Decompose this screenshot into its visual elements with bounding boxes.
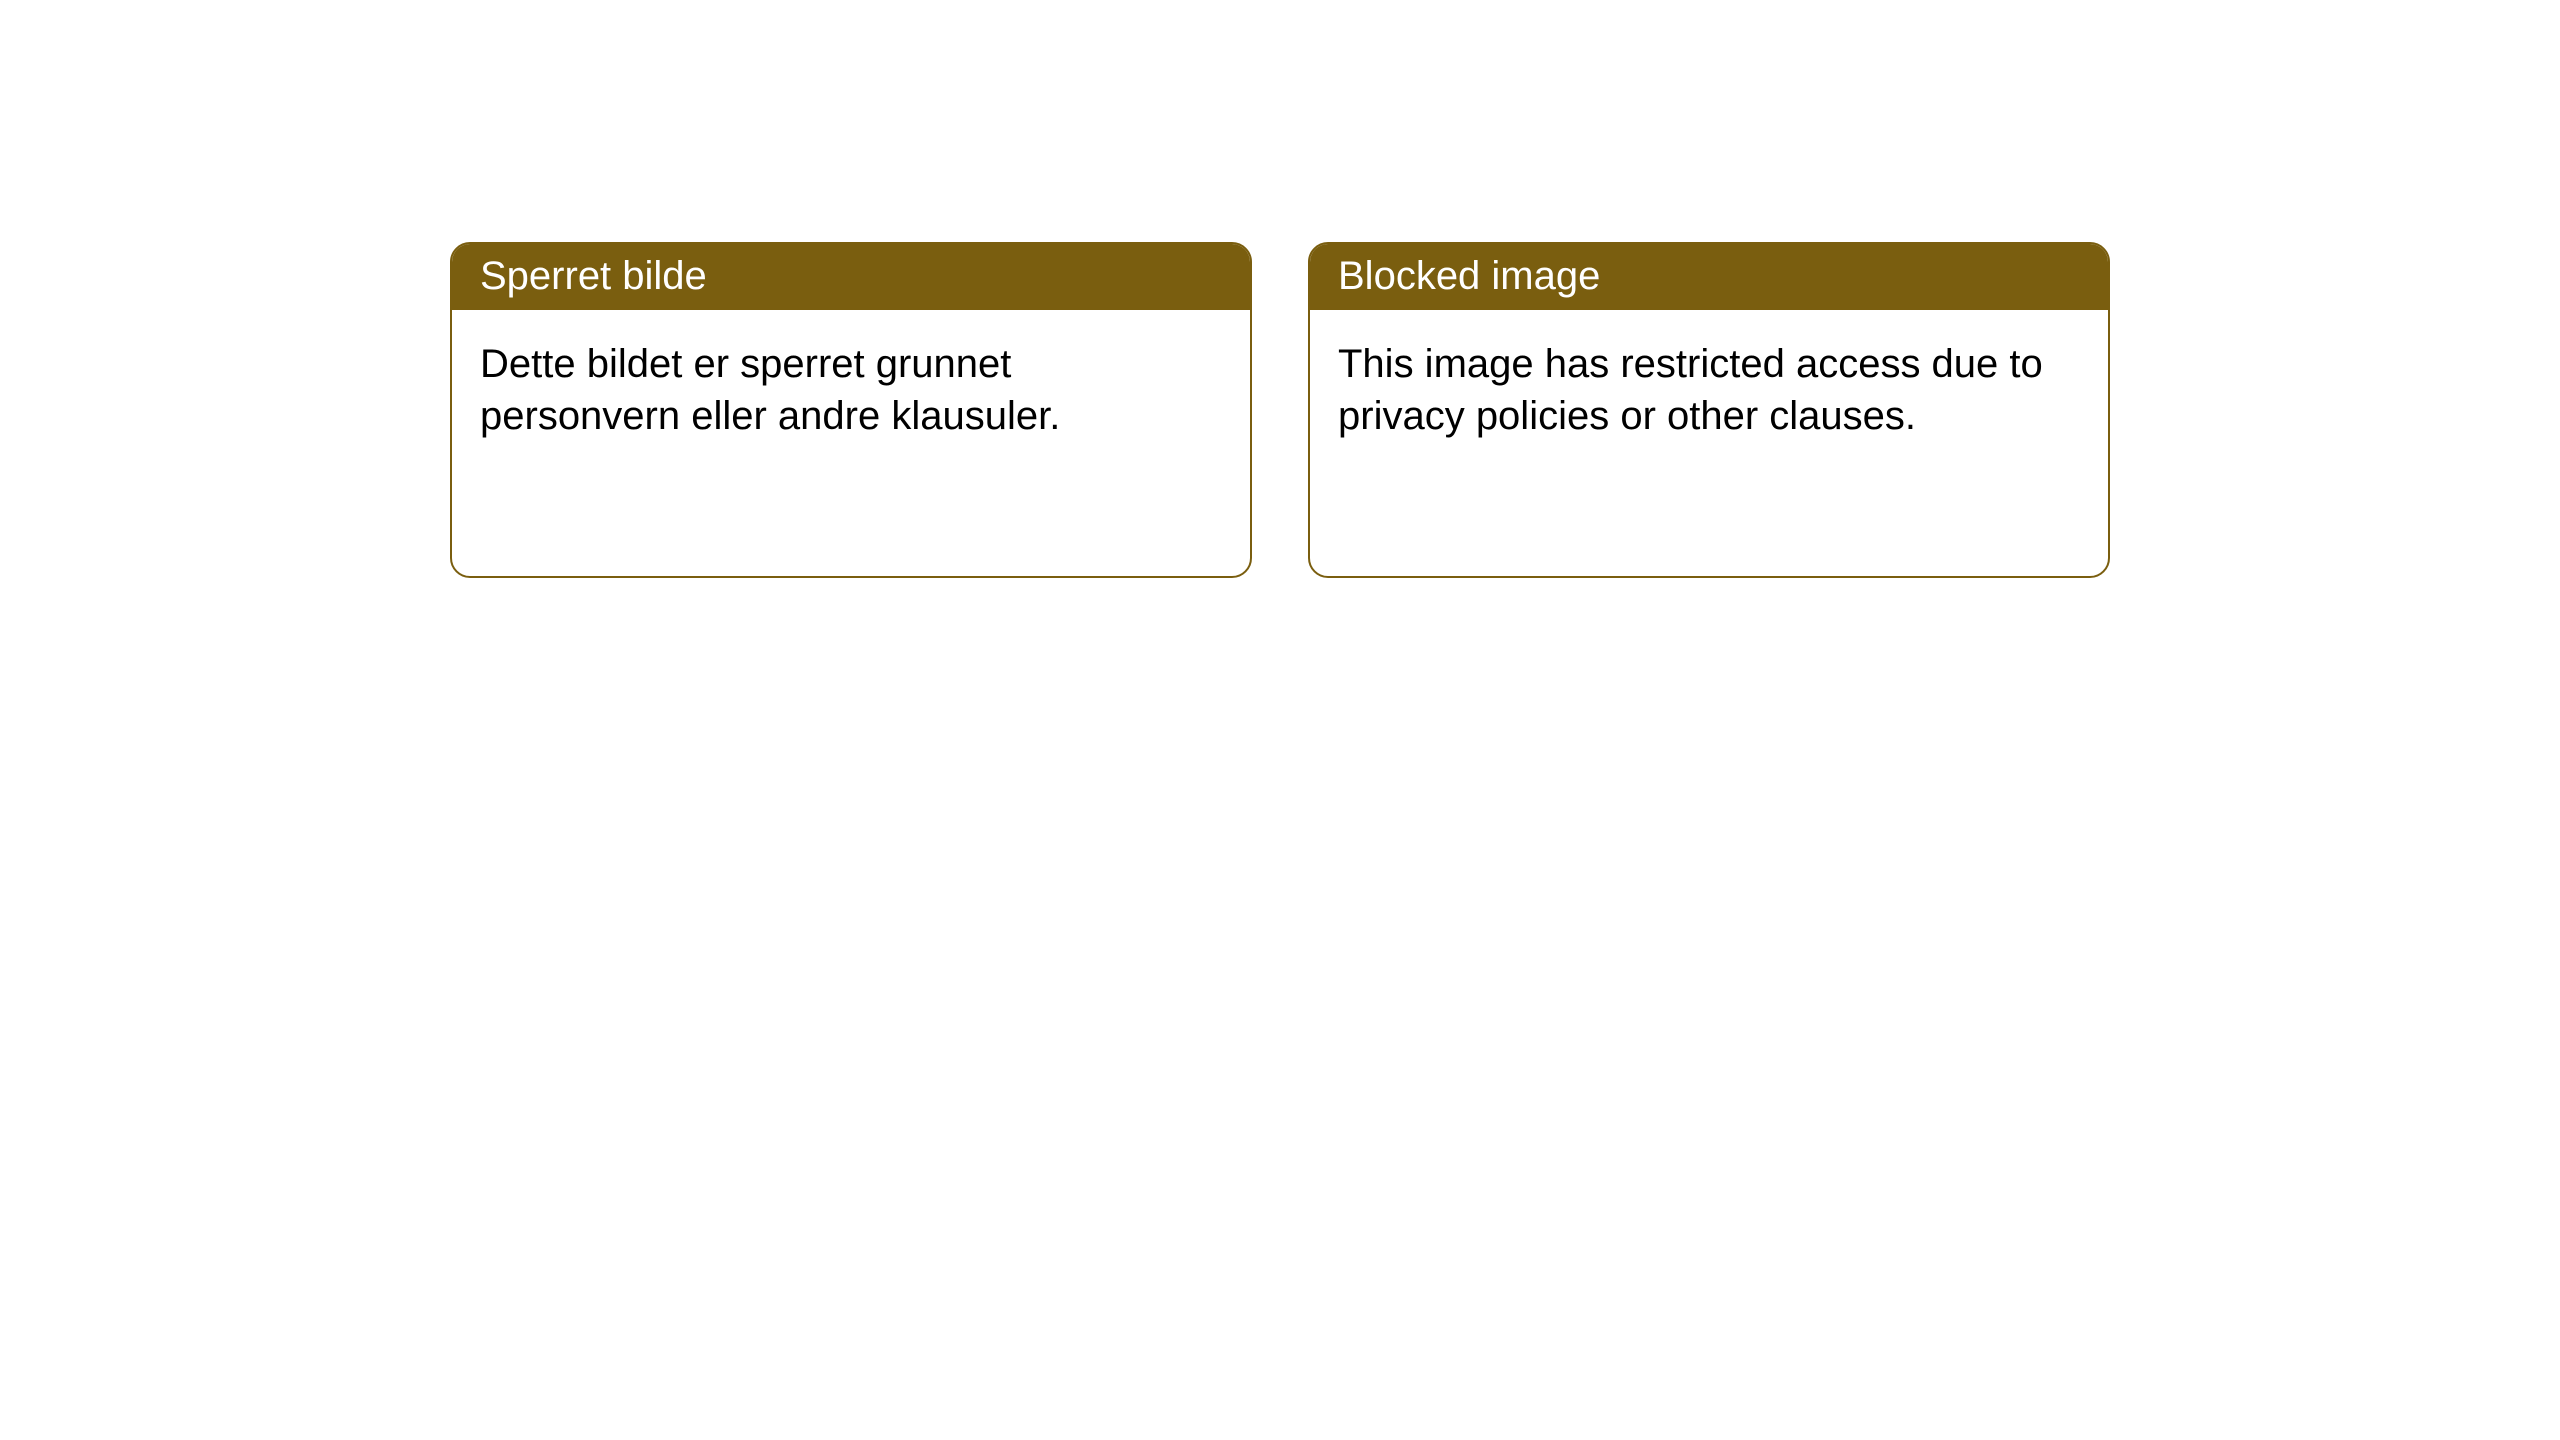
notice-text: This image has restricted access due to … xyxy=(1338,342,2043,438)
notice-container: Sperret bilde Dette bildet er sperret gr… xyxy=(0,0,2560,578)
notice-title: Sperret bilde xyxy=(480,254,707,298)
notice-card-english: Blocked image This image has restricted … xyxy=(1308,242,2110,578)
notice-header: Blocked image xyxy=(1310,244,2108,310)
notice-text: Dette bildet er sperret grunnet personve… xyxy=(480,342,1060,438)
notice-card-norwegian: Sperret bilde Dette bildet er sperret gr… xyxy=(450,242,1252,578)
notice-body: This image has restricted access due to … xyxy=(1310,310,2108,470)
notice-body: Dette bildet er sperret grunnet personve… xyxy=(452,310,1250,470)
notice-title: Blocked image xyxy=(1338,254,1600,298)
notice-header: Sperret bilde xyxy=(452,244,1250,310)
